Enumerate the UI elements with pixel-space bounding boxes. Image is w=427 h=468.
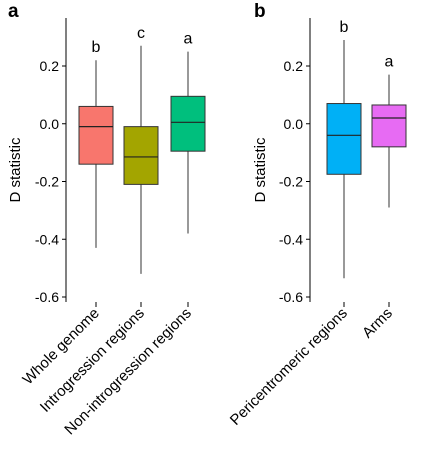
y-tick-label: -0.4 [35,231,59,247]
x-category-label: Pericentromeric regions [227,305,351,429]
box-2: a [371,54,407,208]
box-body [371,104,407,148]
x-category-label: Whole genome [19,305,102,388]
y-tick-label: -0.6 [35,289,59,305]
significance-letter: b [92,39,101,56]
panel-letter-a: a [8,1,19,22]
y-tick-label: -0.2 [279,174,303,190]
box-2: c [123,25,159,274]
y-tick-label: 0.0 [40,116,60,132]
significance-letter: c [137,25,145,42]
significance-letter: a [385,54,394,71]
box-body [326,103,362,175]
y-tick-label: 0.2 [40,58,60,74]
y-axis-title: D statistic [252,137,269,203]
panel-a: a 0.2 0.0 -0.2 -0.4 -0.6 D statistic b Whole gen… [7,1,206,438]
box-3: a [170,31,206,234]
significance-letter: b [340,19,349,36]
y-tick-label: -0.6 [279,289,303,305]
x-category-label: Arms [359,305,396,342]
panel-letter-b: b [254,1,266,22]
box-body [170,95,206,152]
panel-b: b 0.2 0.0 -0.2 -0.4 -0.6 D statistic b Pericentr… [227,1,407,429]
box-body [123,126,159,185]
y-tick-label: 0.2 [284,58,304,74]
y-tick-label: -0.4 [279,231,303,247]
box-1: b [326,19,362,279]
y-tick-label: -0.2 [35,174,59,190]
box-1: b [78,39,114,248]
y-tick-label: 0.0 [284,116,304,132]
box-body [78,105,114,165]
y-axis-title: D statistic [7,137,24,203]
significance-letter: a [184,31,193,48]
